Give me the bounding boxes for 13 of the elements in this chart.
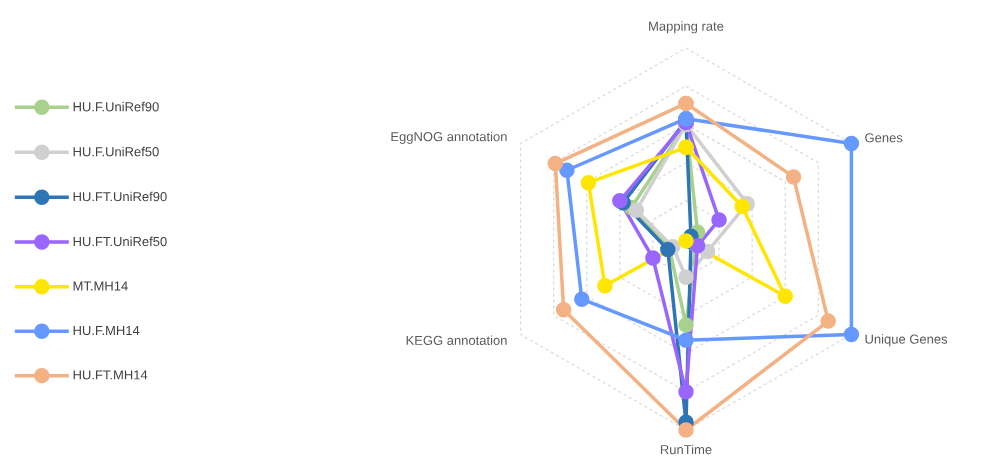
legend-label: HU.FT.MH14	[73, 370, 148, 380]
spoke-label: KEGG annotation	[406, 335, 507, 345]
legend-label: HU.F.UniRef90	[73, 101, 159, 112]
legend-label: HU.FT.UniRef90	[73, 191, 167, 202]
legend-label: HU.F.UniRef50	[73, 146, 159, 157]
legend-label: MT.MH14	[73, 281, 128, 291]
spoke-label: Mapping rate	[649, 21, 724, 34]
legend-label: HU.FT.UniRef50	[73, 236, 167, 247]
spoke-label: Genes	[865, 133, 903, 143]
spoke-label: RunTime	[660, 444, 712, 455]
spoke-label: Unique Genes	[865, 334, 948, 347]
legend-label: HU.F.MH14	[73, 325, 140, 336]
spoke-label: EggNOG annotation	[391, 131, 507, 144]
